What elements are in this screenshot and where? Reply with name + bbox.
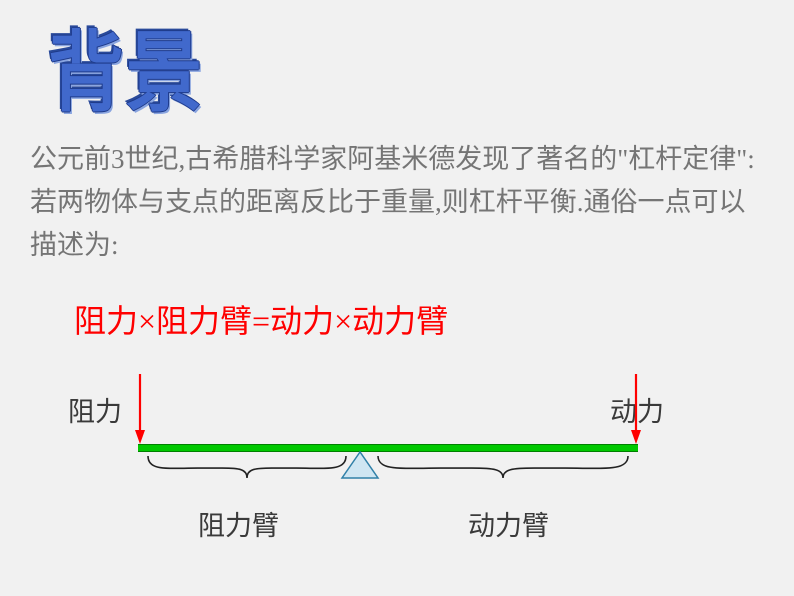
lever-svg (88, 370, 648, 510)
equation-text: 阻力×阻力臂=动力×动力臂 (74, 296, 448, 342)
page-title: 背景 (48, 2, 204, 129)
label-resistance-arm: 阻力臂 (198, 504, 279, 543)
label-effort-arm: 动力臂 (468, 504, 549, 543)
title-container: 背景 (48, 10, 204, 120)
lever-diagram: 阻力 动力 阻力臂 动力臂 (68, 370, 668, 550)
body-paragraph: 公元前3世纪,古希腊科学家阿基米德发现了著名的"杠杆定律":若两物体与支点的距离… (30, 138, 764, 268)
